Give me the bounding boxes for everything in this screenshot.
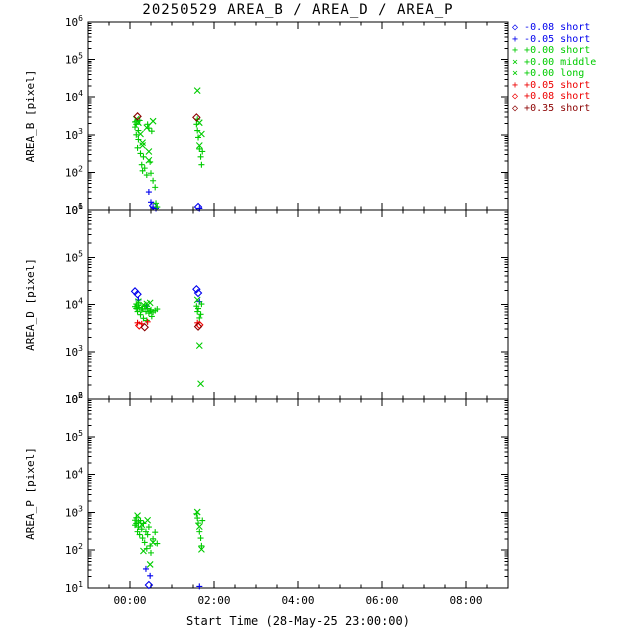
legend-label: +0.08 short — [518, 91, 591, 102]
series--0-05-short — [142, 565, 203, 590]
diamond-icon: ◇ — [512, 91, 519, 102]
diamond-icon: ◇ — [512, 22, 519, 33]
panel-frame — [87, 398, 509, 589]
legend-entry: + +0.05 short — [512, 80, 596, 92]
y-tick-label: 106 — [65, 14, 83, 29]
plus-icon: + — [512, 79, 519, 91]
diamond-icon: ◇ — [512, 102, 519, 114]
series--0-00-long — [143, 300, 204, 388]
x-tick-label: 08:00 — [449, 594, 482, 607]
y-tick-label: 101 — [65, 580, 83, 595]
y-axis-title: AREA_P [pixel] — [24, 447, 37, 540]
panel-area-d: 102 103 104 105 106 AREA_D [pixel] — [24, 202, 509, 406]
y-tick-label: 104 — [65, 467, 83, 482]
legend-label: -0.05 short — [518, 33, 591, 45]
legend-entry: + +0.00 short — [512, 45, 596, 57]
y-axis-title: AREA_B [pixel] — [24, 70, 37, 163]
legend: ◇ -0.08 short + -0.05 short + +0.00 short ×… — [512, 22, 596, 114]
y-tick-label: 101 — [65, 202, 83, 217]
cross-icon: × — [512, 56, 519, 68]
plus-icon: + — [512, 45, 519, 56]
y-tick-label: 105 — [65, 429, 83, 444]
plus-icon: + — [512, 33, 519, 45]
panel-area-b: 101 102 103 104 105 106 AREA_B [pixel] — [24, 14, 509, 217]
series--0-08-short — [130, 284, 203, 299]
legend-entry: ◇ +0.35 short — [512, 103, 596, 115]
series--0-08-short — [144, 580, 154, 590]
y-axis-title: AREA_D [pixel] — [24, 258, 37, 351]
x-axis-title: Start Time (28-May-25 23:00:00) — [186, 614, 410, 628]
legend-entry: ◇ -0.08 short — [512, 22, 596, 34]
series--0-05-short — [145, 189, 203, 212]
y-tick-label: 104 — [65, 297, 83, 312]
panel-area-p: 101 102 103 104 105 106 00:00 02:00 04:00 06:00 08… — [24, 391, 509, 607]
series--0-00-short — [132, 301, 205, 324]
y-tick-label: 106 — [65, 391, 83, 406]
cross-icon: × — [512, 68, 519, 79]
legend-label: +0.00 long — [518, 68, 585, 79]
y-tick-label: 105 — [65, 52, 83, 67]
legend-label: +0.00 short — [518, 45, 591, 56]
legend-label: +0.00 middle — [518, 56, 597, 68]
legend-entry: × +0.00 middle — [512, 57, 596, 69]
y-tick-label: 102 — [65, 391, 83, 406]
legend-entry: ◇ +0.08 short — [512, 91, 596, 103]
y-tick-label: 104 — [65, 89, 83, 104]
x-tick-label: 00:00 — [113, 594, 146, 607]
y-tick-label: 105 — [65, 249, 83, 264]
panel-frame — [87, 21, 509, 211]
legend-label: -0.08 short — [518, 22, 591, 33]
legend-entry: + -0.05 short — [512, 34, 596, 46]
legend-label: +0.35 short — [518, 102, 591, 114]
series--0-00-middle — [134, 508, 203, 546]
x-tick-label: 06:00 — [365, 594, 398, 607]
series--0-35-short — [133, 112, 201, 122]
y-tick-label: 103 — [65, 344, 83, 359]
plot-title: 20250529 AREA_B / AREA_D / AREA_P — [142, 2, 454, 18]
y-tick-label: 103 — [65, 127, 83, 142]
series--0-00-short — [132, 116, 206, 211]
series--0-35-short — [140, 322, 203, 332]
y-tick-label: 102 — [65, 164, 83, 179]
series--0-00-short — [132, 510, 206, 556]
y-tick-label: 103 — [65, 504, 83, 519]
legend-label: +0.05 short — [518, 79, 591, 91]
series--0-00-long — [140, 546, 205, 568]
legend-entry: × +0.00 long — [512, 68, 596, 80]
x-tick-label: 02:00 — [197, 594, 230, 607]
y-tick-label: 102 — [65, 542, 83, 557]
y-tick-label: 106 — [65, 202, 83, 217]
series--0-00-long — [139, 139, 203, 164]
x-tick-label: 04:00 — [281, 594, 314, 607]
